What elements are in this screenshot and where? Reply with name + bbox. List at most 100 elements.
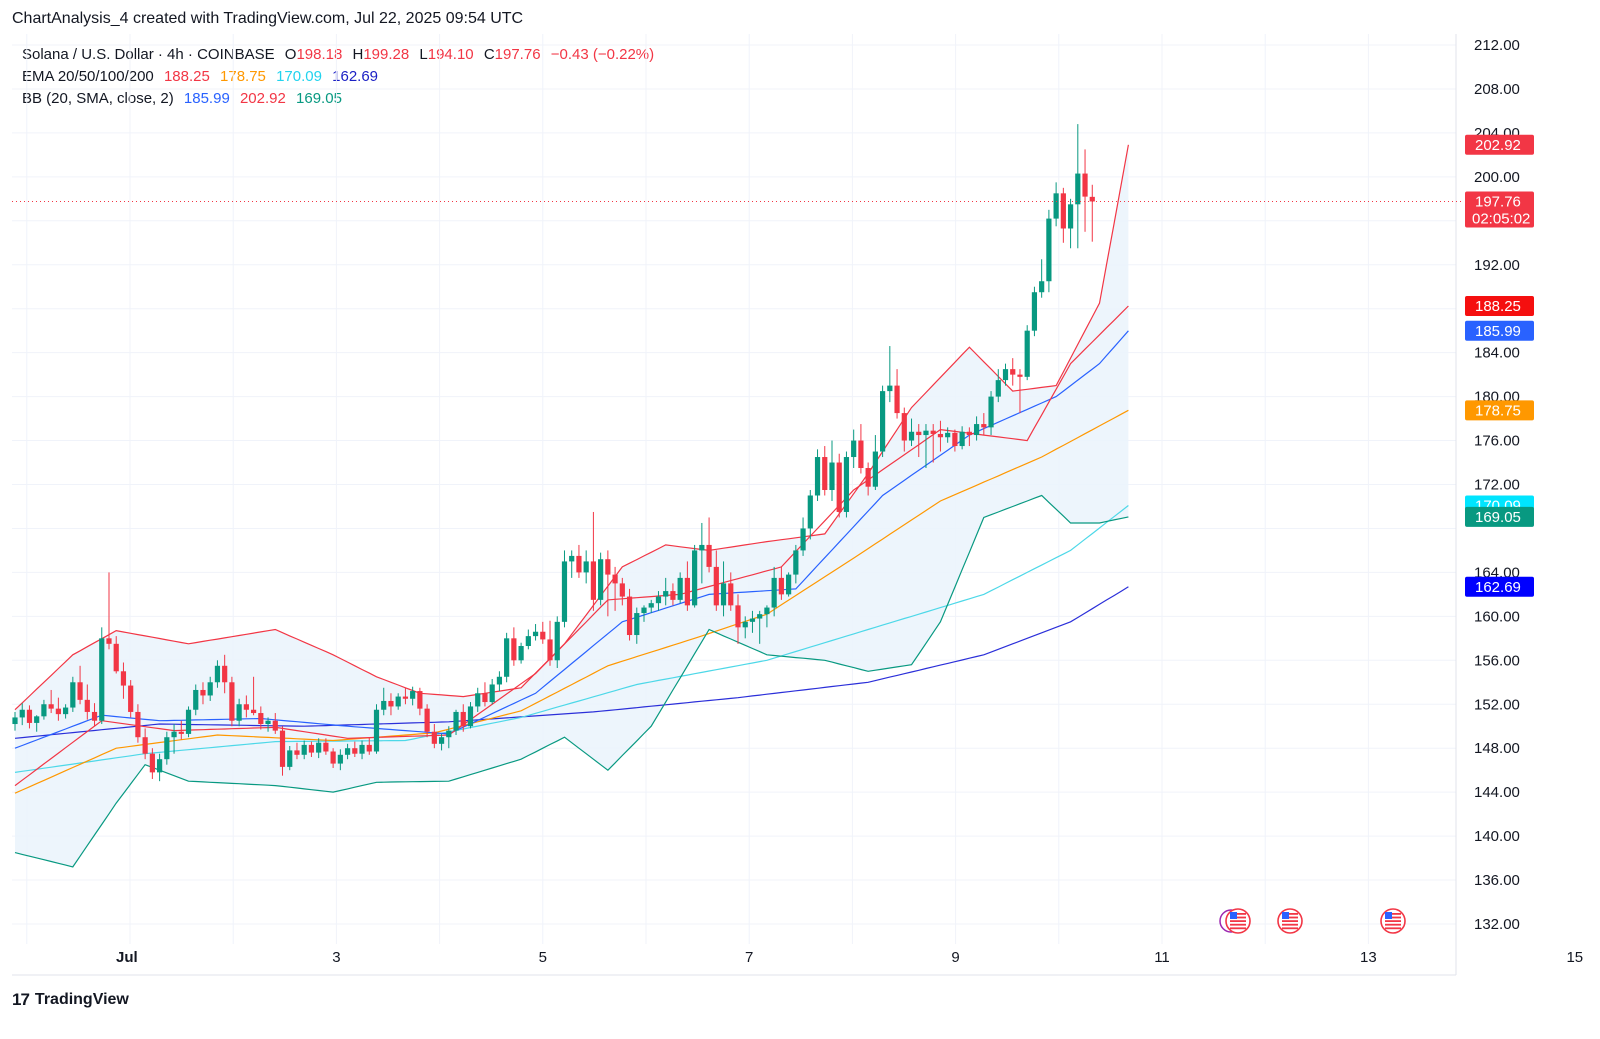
ema-indicator-label[interactable]: EMA 20/50/100/200 xyxy=(22,68,154,85)
candle-body xyxy=(26,709,33,723)
candle xyxy=(214,660,221,688)
candle xyxy=(395,693,401,710)
price-tag: 178.75 xyxy=(1465,400,1534,421)
candle-body xyxy=(48,704,54,709)
flag-stripe xyxy=(1282,920,1298,922)
candle xyxy=(287,746,293,771)
candle-body xyxy=(771,577,777,608)
price-tag-value: 197.76 xyxy=(1475,193,1521,210)
candle xyxy=(576,544,582,578)
candle-body xyxy=(308,744,315,753)
candle-body xyxy=(894,385,900,414)
candle-body xyxy=(728,583,734,606)
ohlc-change: −0.43 (−0.22%) xyxy=(550,46,655,63)
candle xyxy=(916,424,922,458)
candle-body xyxy=(742,621,748,628)
us-flag-icon[interactable] xyxy=(1380,908,1406,934)
ema200-value: 162.69 xyxy=(332,68,379,85)
candle-body xyxy=(1053,193,1059,219)
candle-body xyxy=(250,709,257,714)
candle-body xyxy=(598,559,604,600)
candle-body xyxy=(106,638,112,644)
candle-body xyxy=(663,591,669,597)
candle xyxy=(981,413,987,436)
candle-body xyxy=(475,693,481,707)
ema200-line xyxy=(14,586,1129,739)
candle xyxy=(330,748,336,768)
candle-body xyxy=(829,462,835,490)
ema100-line xyxy=(14,505,1129,773)
candle-body xyxy=(1024,330,1030,377)
symbol-name[interactable]: Solana / U.S. Dollar · 4h · COINBASE xyxy=(22,46,275,63)
candle-body xyxy=(583,561,589,573)
price-tag: 162.69 xyxy=(1465,576,1534,597)
candle-body xyxy=(1039,281,1045,293)
candle-body xyxy=(800,528,806,551)
candle-body xyxy=(692,550,698,606)
candle xyxy=(1060,187,1066,243)
candle xyxy=(337,749,343,771)
candle xyxy=(402,687,409,705)
candle-body xyxy=(41,704,47,717)
candle xyxy=(1067,198,1074,249)
ema100-value: 170.09 xyxy=(276,68,322,85)
candle-body xyxy=(193,689,199,710)
candle-body xyxy=(128,685,134,712)
candle xyxy=(171,724,177,754)
ema-row: EMA 20/50/100/200 188.25 178.75 170.09 1… xyxy=(22,66,660,88)
candle xyxy=(135,704,141,743)
candle-body xyxy=(786,574,792,595)
candle xyxy=(684,561,690,611)
flag-stripe xyxy=(1282,927,1298,930)
candle xyxy=(814,449,821,501)
candle-body xyxy=(258,713,264,725)
candle-body xyxy=(634,613,640,636)
candle xyxy=(923,424,929,469)
candle-body xyxy=(301,744,307,755)
candle xyxy=(988,391,994,436)
candle xyxy=(887,346,893,403)
candle xyxy=(532,624,539,641)
candle xyxy=(749,610,756,633)
candle xyxy=(822,446,828,496)
candle xyxy=(84,684,90,720)
candle xyxy=(1017,369,1023,414)
date-tick-label: 11 xyxy=(1154,949,1170,966)
candle xyxy=(113,636,119,674)
candle-body xyxy=(959,431,965,447)
bb-indicator-label[interactable]: BB (20, SMA, close, 2) xyxy=(22,90,174,107)
candle-body xyxy=(12,717,18,725)
us-flag-icon[interactable] xyxy=(1219,908,1251,934)
candle-body xyxy=(908,431,915,441)
candle-body xyxy=(1082,173,1088,197)
candle-body xyxy=(988,396,994,428)
candle-body xyxy=(55,708,61,715)
date-tick-label: 7 xyxy=(745,949,753,966)
tradingview-logo-icon: 17 xyxy=(12,990,30,1009)
bb-basis-value: 185.99 xyxy=(183,90,230,107)
candle-body xyxy=(713,566,719,606)
candle xyxy=(410,686,416,706)
price-tick-label: 160.00 xyxy=(1474,608,1520,625)
candle xyxy=(91,703,98,727)
candle xyxy=(540,621,546,644)
candle xyxy=(959,426,965,450)
candle-body xyxy=(937,433,944,438)
flag-stripe xyxy=(1385,916,1401,919)
candle-body xyxy=(778,577,784,595)
candle-body xyxy=(995,380,1001,397)
candle-body xyxy=(1060,193,1066,229)
tradingview-brand[interactable]: 17 TradingView xyxy=(12,990,129,1010)
candle-body xyxy=(793,550,799,575)
candle xyxy=(106,572,112,650)
price-tag-bg xyxy=(1465,320,1534,341)
candle-body xyxy=(952,432,958,447)
candle xyxy=(894,369,900,419)
candle xyxy=(1002,363,1009,386)
price-tick-label: 176.00 xyxy=(1474,433,1520,450)
candle xyxy=(561,550,568,628)
candle xyxy=(475,687,481,712)
us-flag-icon[interactable] xyxy=(1277,908,1303,934)
candle-body xyxy=(91,711,98,721)
